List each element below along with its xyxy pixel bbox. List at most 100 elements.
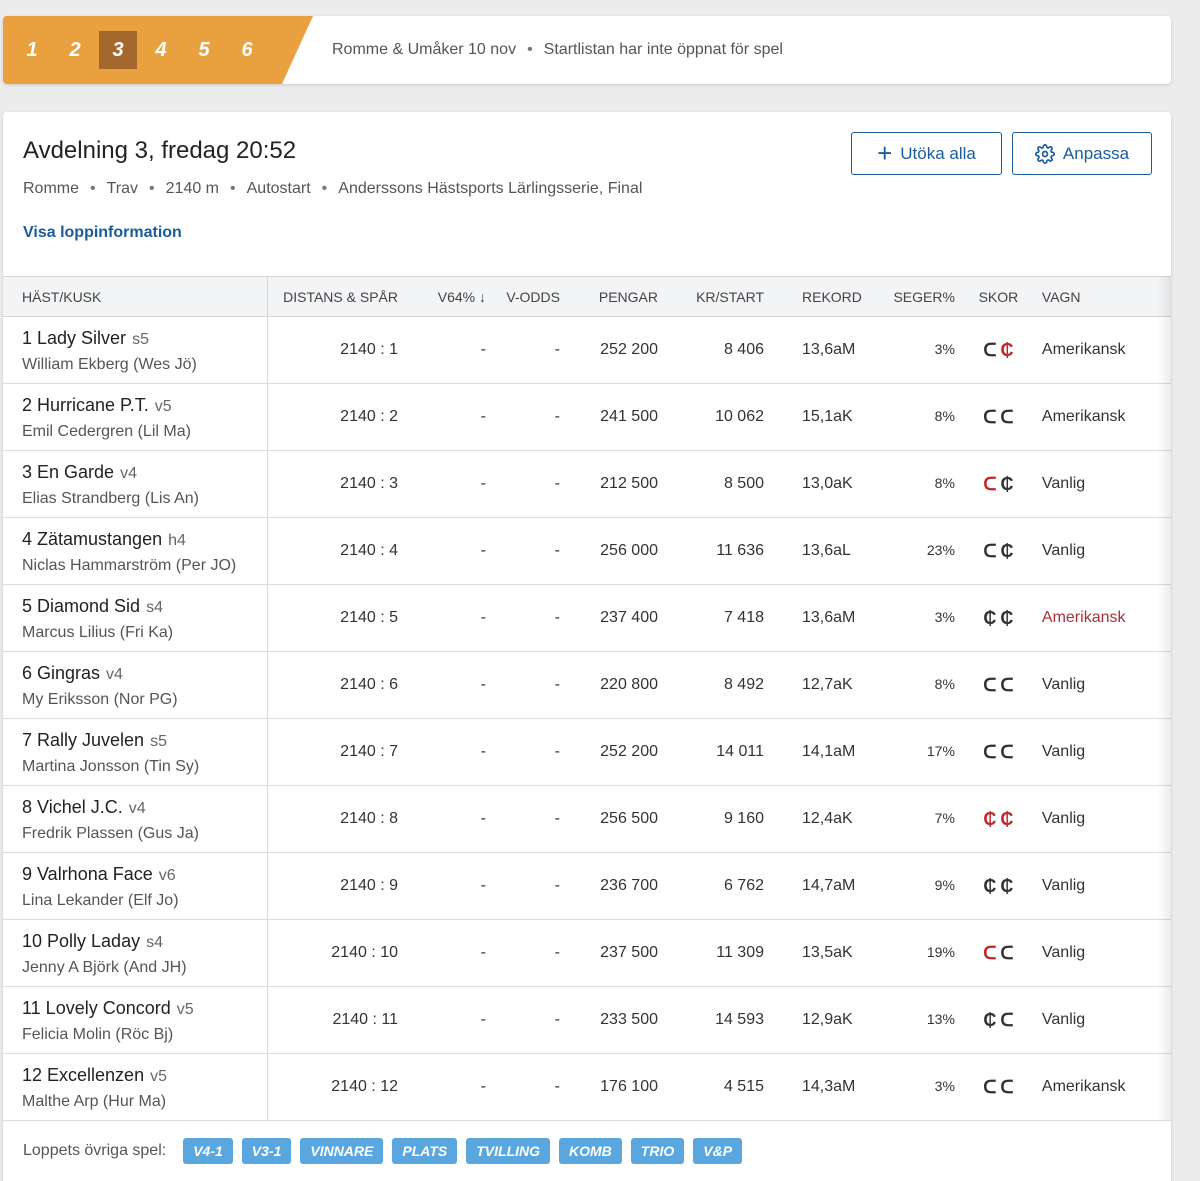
driver-name[interactable]: Jenny A Björk (And JH) (22, 958, 187, 976)
game-badge-trio[interactable]: TRIO (630, 1138, 685, 1164)
table-row[interactable]: 3 En Garde v4 Elias Strandberg (Lis An) 214… (3, 450, 1171, 518)
horse-name[interactable]: 6 Gingras (22, 662, 101, 683)
column-header-shoes[interactable]: SKOR (954, 276, 1028, 317)
distance-track-cell: 2140 : 1 (267, 316, 398, 384)
driver-name[interactable]: Niclas Hammarström (Per JO) (22, 556, 237, 574)
horse-name[interactable]: 10 Polly Laday (22, 930, 141, 951)
startlist-status: Startlistan har inte öppnat för spel (543, 41, 783, 58)
customize-button[interactable]: Anpassa (1012, 132, 1152, 175)
horse-name[interactable]: 5 Diamond Sid (22, 595, 141, 616)
leg-button-3[interactable]: 3 (99, 31, 137, 69)
race-info-link[interactable]: Visa loppinformation (23, 224, 182, 241)
column-header-v64[interactable]: V64% ↓ (398, 276, 486, 317)
game-badge-v3-1[interactable]: V3-1 (241, 1138, 292, 1164)
leg-button-6[interactable]: 6 (241, 38, 253, 61)
leg-button-1[interactable]: 1 (26, 38, 38, 61)
v64-cell: - (398, 852, 486, 920)
front-shoe-icon: ᑕ (983, 473, 997, 494)
leg-button-2[interactable]: 2 (69, 38, 81, 61)
column-header-cart[interactable]: VAGN (1027, 276, 1171, 317)
table-row[interactable]: 6 Gingras v4 My Eriksson (Nor PG) 2140 : 6-… (3, 651, 1171, 719)
table-row[interactable]: 11 Lovely Concord v5 Felicia Molin (Röc Bj… (3, 986, 1171, 1054)
horse-cell[interactable]: 5 Diamond Sid s4 Marcus Lilius (Fri Ka) (3, 584, 268, 652)
horse-name[interactable]: 2 Hurricane P.T. (22, 394, 149, 415)
win-pct: 9% (934, 877, 955, 893)
horse-name[interactable]: 12 Excellenzen (22, 1064, 145, 1085)
horse-name[interactable]: 4 Zätamustangen (22, 528, 163, 549)
leg-button-4[interactable]: 4 (155, 38, 167, 61)
game-badge-v4-1[interactable]: V4-1 (183, 1138, 233, 1164)
game-badge-vinnare[interactable]: VINNARE (300, 1138, 384, 1164)
vodds-cell: - (486, 450, 560, 518)
column-header-kr-start[interactable]: KR/START (658, 276, 764, 317)
driver-name[interactable]: Malthe Arp (Hur Ma) (22, 1092, 167, 1110)
shoes-cell: ᑕ ₵ (954, 517, 1028, 585)
table-row[interactable]: 5 Diamond Sid s4 Marcus Lilius (Fri Ka) 214… (3, 584, 1171, 652)
horse-cell[interactable]: 8 Vichel J.C. v4 Fredrik Plassen (Gus Ja) (3, 785, 268, 853)
column-header-record[interactable]: REKORD (764, 276, 862, 317)
win-pct-cell: 8% (861, 651, 955, 719)
driver-name[interactable]: Emil Cedergren (Lil Ma) (22, 422, 191, 440)
horse-age: s4 (146, 933, 163, 951)
v64-cell: - (398, 718, 486, 786)
driver-name[interactable]: Fredrik Plassen (Gus Ja) (22, 824, 199, 842)
horse-name[interactable]: 3 En Garde (22, 461, 115, 482)
horse-name[interactable]: 9 Valrhona Face (22, 863, 153, 884)
driver-name[interactable]: Elias Strandberg (Lis An) (22, 489, 199, 507)
back-shoe-icon: ᑕ (1000, 1009, 1014, 1030)
horse-age: s4 (146, 598, 163, 616)
horse-name[interactable]: 7 Rally Juvelen (22, 729, 145, 750)
column-header-win-pct[interactable]: SEGER% (861, 276, 955, 317)
v64-cell: - (398, 450, 486, 518)
table-row[interactable]: 2 Hurricane P.T. v5 Emil Cedergren (Lil Ma… (3, 383, 1171, 451)
leg-button-5[interactable]: 5 (198, 38, 210, 61)
win-pct: 7% (934, 810, 955, 826)
shoes-cell: ₵ ᑕ (954, 986, 1028, 1054)
record-cell: 15,1aK (764, 383, 862, 451)
horse-cell[interactable]: 10 Polly Laday s4 Jenny A Björk (And JH) (3, 919, 268, 987)
driver-name[interactable]: Lina Lekander (Elf Jo) (22, 891, 179, 909)
horse-age: v6 (158, 866, 176, 884)
back-shoe-icon: ₵ (1000, 473, 1014, 494)
horse-cell[interactable]: 6 Gingras v4 My Eriksson (Nor PG) (3, 651, 268, 719)
horse-name[interactable]: 11 Lovely Concord (22, 997, 171, 1018)
table-row[interactable]: 8 Vichel J.C. v4 Fredrik Plassen (Gus Ja) 2… (3, 785, 1171, 853)
game-badge-tvilling[interactable]: TVILLING (466, 1138, 551, 1164)
driver-name[interactable]: William Ekberg (Wes Jö) (22, 355, 197, 373)
game-badge-plats[interactable]: PLATS (392, 1138, 458, 1164)
money-cell: 212 500 (560, 450, 658, 518)
table-row[interactable]: 12 Excellenzen v5 Malthe Arp (Hur Ma) 2140 … (3, 1053, 1171, 1121)
front-shoe-icon: ₵ (983, 875, 997, 896)
record-cell: 14,1aM (764, 718, 862, 786)
horse-name[interactable]: 8 Vichel J.C. (22, 796, 123, 817)
column-header-distance[interactable]: DISTANS & SPÅR (267, 276, 398, 317)
horse-cell[interactable]: 7 Rally Juvelen s5 Martina Jonsson (Tin Sy… (3, 718, 268, 786)
driver-name[interactable]: Marcus Lilius (Fri Ka) (22, 623, 174, 641)
horse-cell[interactable]: 11 Lovely Concord v5 Felicia Molin (Röc Bj… (3, 986, 268, 1054)
horse-cell[interactable]: 9 Valrhona Face v6 Lina Lekander (Elf Jo) (3, 852, 268, 920)
race-start-method: Autostart (246, 180, 311, 197)
horse-cell[interactable]: 1 Lady Silver s5 William Ekberg (Wes Jö) (3, 316, 268, 384)
column-header-money[interactable]: PENGAR (560, 276, 658, 317)
column-header-horse[interactable]: HÄST/KUSK (3, 276, 268, 317)
table-row[interactable]: 7 Rally Juvelen s5 Martina Jonsson (Tin Sy… (3, 718, 1171, 786)
driver-name[interactable]: My Eriksson (Nor PG) (22, 690, 178, 708)
table-row[interactable]: 9 Valrhona Face v6 Lina Lekander (Elf Jo) 2… (3, 852, 1171, 920)
column-header-vodds[interactable]: V-ODDS (486, 276, 560, 317)
horse-cell[interactable]: 2 Hurricane P.T. v5 Emil Cedergren (Lil Ma… (3, 383, 268, 451)
driver-name[interactable]: Martina Jonsson (Tin Sy) (22, 757, 200, 775)
driver-name[interactable]: Felicia Molin (Röc Bj) (22, 1025, 174, 1043)
expand-all-label: Utöka alla (900, 143, 976, 163)
horse-cell[interactable]: 4 Zätamustangen h4 Niclas Hammarström (Per… (3, 517, 268, 585)
distance-track-cell: 2140 : 5 (267, 584, 398, 652)
horse-cell[interactable]: 12 Excellenzen v5 Malthe Arp (Hur Ma) (3, 1053, 268, 1121)
expand-all-button[interactable]: + Utöka alla (851, 132, 1002, 175)
table-row[interactable]: 1 Lady Silver s5 William Ekberg (Wes Jö) 21… (3, 316, 1171, 384)
horse-name[interactable]: 1 Lady Silver (22, 327, 127, 348)
game-badge-komb[interactable]: KOMB (559, 1138, 622, 1164)
game-badge-vp[interactable]: V&P (693, 1138, 743, 1164)
table-row[interactable]: 10 Polly Laday s4 Jenny A Björk (And JH) 21… (3, 919, 1171, 987)
horse-cell[interactable]: 3 En Garde v4 Elias Strandberg (Lis An) (3, 450, 268, 518)
race-distance: 2140 m (165, 180, 220, 197)
table-row[interactable]: 4 Zätamustangen h4 Niclas Hammarström (Per… (3, 517, 1171, 585)
